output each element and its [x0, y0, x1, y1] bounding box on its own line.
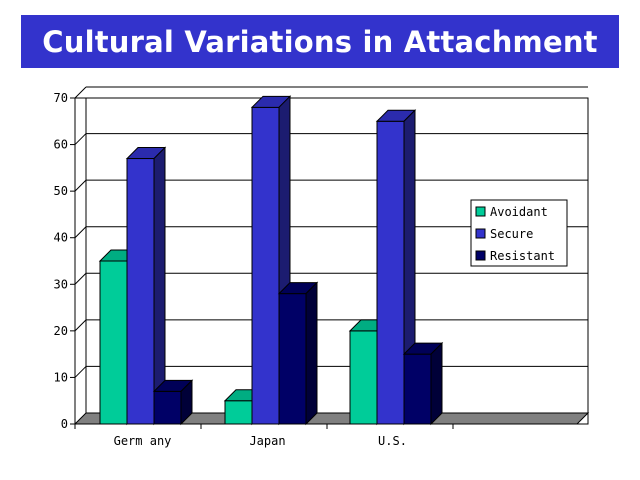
legend-label-secure: Secure [490, 227, 533, 241]
y-tick-label: 70 [54, 91, 68, 105]
bar-secure-2 [376, 120, 405, 425]
y-tick-label: 0 [61, 417, 68, 431]
x-category-label: Japan [249, 434, 285, 448]
gridline-side [74, 272, 87, 285]
bar-avoidant-0 [99, 260, 128, 425]
legend-label-resistant: Resistant [490, 249, 555, 263]
y-tick-label: 30 [54, 277, 68, 291]
legend-box [470, 199, 568, 267]
bar-side-resistant-0 [180, 379, 193, 426]
bar-resistant-0 [153, 390, 182, 425]
bar-secure-0 [126, 158, 155, 425]
gridline-side [74, 179, 87, 192]
gridline-side [74, 366, 87, 378]
y-tick-label: 20 [54, 324, 68, 338]
legend-swatch-avoidant [475, 206, 486, 217]
legend-label-avoidant: Avoidant [490, 205, 548, 219]
bar-resistant-1 [278, 293, 307, 425]
bar-side-resistant-1 [305, 281, 318, 426]
x-category-label: U.S. [378, 434, 407, 448]
y-tick-label: 60 [54, 138, 68, 152]
bar-resistant-2 [403, 353, 432, 425]
bar-avoidant-1 [224, 400, 253, 425]
bar-secure-1 [251, 106, 280, 425]
gridline-side [74, 319, 87, 332]
chart-title: Cultural Variations in Attachment [42, 24, 598, 59]
gridline-side [74, 226, 87, 239]
bar-avoidant-2 [349, 330, 378, 425]
legend-swatch-secure [475, 228, 486, 239]
y-tick-label: 10 [54, 370, 68, 384]
gridline-side [74, 133, 87, 145]
gridline-side [74, 86, 87, 99]
bar-side-resistant-2 [430, 341, 443, 426]
y-tick-label: 50 [54, 184, 68, 198]
y-tick-label: 40 [54, 231, 68, 245]
x-category-label: Germ any [114, 434, 172, 448]
legend-swatch-resistant [475, 250, 486, 261]
title-banner: Cultural Variations in Attachment [21, 15, 619, 68]
